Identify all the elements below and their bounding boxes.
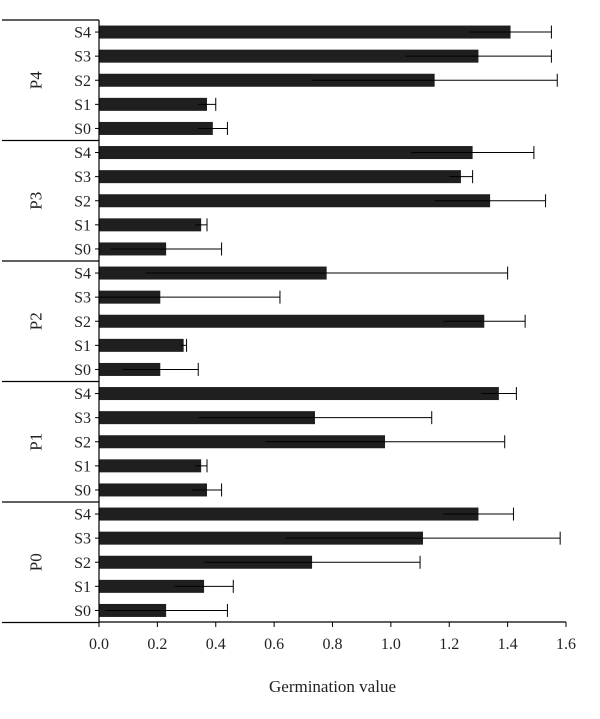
bar-p0-s4	[99, 507, 479, 521]
bar-p4-s3	[99, 49, 479, 63]
group-label-p3: P3	[27, 192, 46, 210]
bar-p1-s2	[99, 435, 386, 449]
category-label: S3	[74, 49, 91, 66]
x-tick-label: 1.2	[439, 636, 459, 653]
bar-p0-s1	[99, 579, 205, 593]
x-ticks-layer: 0.0 0.2 0.4 0.6 0.8 1.0 1.2 1.4 1.6	[89, 622, 576, 653]
category-label: S2	[74, 434, 91, 451]
x-tick-label: 0.8	[323, 636, 343, 653]
group-label-p0: P0	[27, 553, 46, 571]
x-tick-label: 0.4	[206, 636, 226, 653]
bar-p3-s1	[99, 218, 202, 232]
bar-p0-s3	[99, 531, 423, 545]
category-label: S0	[74, 241, 91, 258]
bar-p1-s1	[99, 459, 202, 473]
bar-p1-s0	[99, 483, 207, 497]
x-tick-label: 0.2	[147, 636, 167, 653]
group-label-p4: P4	[27, 71, 46, 89]
category-label: S1	[74, 97, 91, 114]
bar-p4-s1	[99, 97, 207, 111]
bar-p1-s4	[99, 387, 499, 401]
category-label: S1	[74, 458, 91, 475]
category-label: S0	[74, 121, 91, 138]
category-label: S0	[74, 603, 91, 620]
x-tick-label: 1.0	[381, 636, 401, 653]
x-axis-label: Germination value	[269, 677, 396, 696]
bar-p4-s4	[99, 25, 511, 39]
category-label: S2	[74, 555, 91, 572]
bar-p2-s2	[99, 314, 485, 328]
bar-p4-s0	[99, 121, 213, 135]
x-tick-label: 0.0	[89, 636, 109, 653]
bar-p3-s2	[99, 194, 491, 208]
category-label: S4	[74, 266, 91, 283]
category-label: S4	[74, 386, 91, 403]
bar-p3-s3	[99, 170, 461, 184]
x-tick-label: 1.6	[556, 636, 576, 653]
bars-layer	[99, 25, 511, 617]
bar-p3-s4	[99, 146, 473, 160]
bar-p4-s2	[99, 73, 435, 87]
error-bars-layer	[99, 25, 561, 617]
category-label: S2	[74, 73, 91, 90]
group-label-p1: P1	[27, 433, 46, 451]
group-labels-layer: P4 P3 P2 P1 P0	[2, 19, 99, 624]
category-label: S3	[74, 531, 91, 548]
category-label: S2	[74, 193, 91, 210]
category-label: S1	[74, 217, 91, 234]
category-label: S4	[74, 25, 91, 42]
category-label: S3	[74, 290, 91, 307]
category-labels-layer: S4 S3 S2 S1 S0 S4 S3 S2 S1 S0 S4 S3 S2 S1 S0 S4 S3 S2 S1 S0…	[74, 25, 99, 620]
x-tick-label: 0.6	[264, 636, 284, 653]
category-label: S1	[74, 579, 91, 596]
group-label-p2: P2	[27, 312, 46, 330]
category-label: S3	[74, 410, 91, 427]
category-label: S3	[74, 169, 91, 186]
category-label: S0	[74, 362, 91, 379]
x-tick-label: 1.4	[498, 636, 518, 653]
category-label: S4	[74, 145, 91, 162]
category-label: S1	[74, 338, 91, 355]
category-label: S2	[74, 314, 91, 331]
category-label: S4	[74, 507, 91, 524]
bar-p2-s1	[99, 338, 184, 352]
category-label: S0	[74, 482, 91, 499]
